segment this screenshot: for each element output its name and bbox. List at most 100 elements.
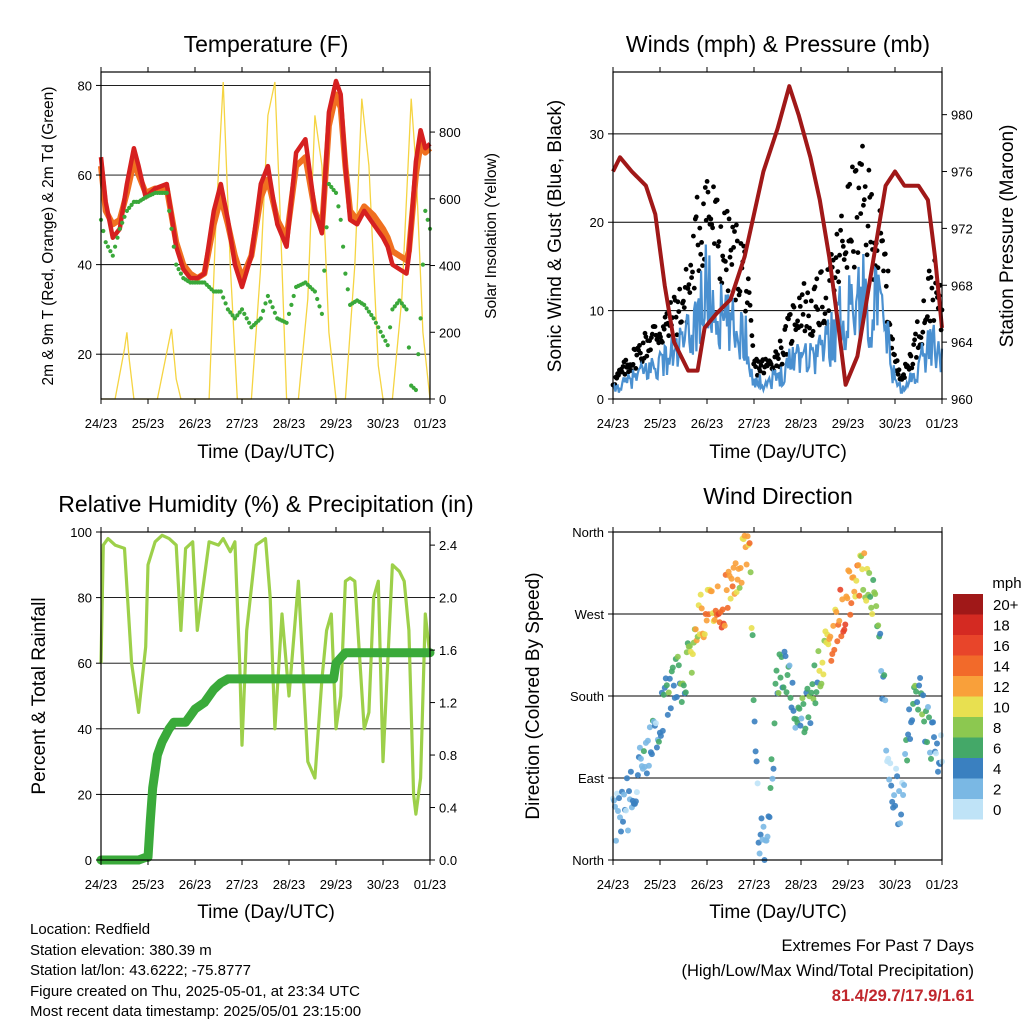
winds-y-tick-label: 0	[597, 392, 604, 407]
direction-point	[881, 672, 888, 679]
colorbar-swatch	[953, 676, 983, 697]
gust-point	[748, 318, 754, 323]
direction-point	[837, 586, 844, 593]
gust-point	[881, 268, 886, 274]
direction-point	[797, 722, 804, 729]
dewpoint-point	[392, 304, 397, 309]
gust-point	[750, 343, 756, 348]
dewpoint-point	[239, 307, 245, 312]
gust-point	[676, 309, 682, 314]
direction-point	[902, 751, 909, 757]
dewpoint-point	[343, 271, 348, 276]
gust-point	[637, 343, 642, 348]
gust-point	[718, 224, 724, 230]
humidity-y2-tick-label: 2.0	[439, 591, 457, 606]
gust-point	[918, 335, 924, 340]
direction-point	[736, 584, 743, 591]
dewpoint-point	[230, 313, 235, 318]
gust-point	[840, 244, 846, 249]
direction-point	[748, 625, 755, 631]
winds-x-tick-label: 01/23	[926, 416, 959, 431]
winds-ylabel-right: Station Pressure (Maroon)	[997, 125, 1018, 348]
direction-point	[727, 595, 734, 602]
colorbar-swatch	[953, 635, 983, 656]
colorbar-title: mph	[992, 575, 1021, 592]
direction-point	[719, 606, 726, 613]
direction-point	[888, 782, 895, 789]
humidity-y-tick-label: 100	[70, 525, 92, 540]
gust-point	[765, 363, 770, 369]
direction-point	[633, 789, 640, 796]
colorbar-label: 14	[993, 658, 1010, 675]
direction-point	[637, 755, 644, 762]
dewpoint-point	[418, 316, 423, 321]
gust-point	[775, 352, 780, 357]
dewpoint-point	[108, 249, 113, 254]
direction-point	[618, 828, 624, 835]
gust-point	[761, 370, 767, 376]
gust-point	[911, 342, 917, 347]
direction-point	[878, 668, 885, 674]
relative-humidity-line	[99, 533, 432, 816]
temperature-x-tick-label: 27/23	[226, 416, 259, 431]
direction-point	[935, 768, 941, 775]
dewpoint-point	[380, 334, 386, 339]
gust-point	[690, 269, 695, 275]
direction-point	[897, 820, 904, 827]
temperature-x-tick-label: 28/23	[273, 416, 306, 431]
extremes-subtitle: (High/Low/Max Wind/Total Precipitation)	[681, 962, 974, 980]
dewpoint-point	[242, 311, 247, 316]
gust-point	[853, 168, 859, 173]
gust-point	[883, 283, 889, 289]
direction-point	[924, 739, 930, 746]
dewpoint-point	[270, 305, 275, 310]
humidity-y-tick-label: 80	[78, 591, 92, 606]
solar-insolation-line	[101, 81, 431, 400]
gust-point	[843, 250, 849, 256]
gust-point	[910, 361, 916, 367]
gust-point	[803, 299, 809, 304]
gust-point	[913, 331, 918, 337]
direction-point	[885, 755, 892, 762]
gust-point	[837, 252, 842, 258]
gust-point	[927, 318, 933, 324]
gust-point	[869, 192, 874, 197]
gust-point	[858, 211, 864, 217]
direction-point	[938, 732, 944, 739]
dewpoint-point	[237, 310, 242, 315]
humidity-y2-tick-label: 2.4	[439, 538, 457, 553]
direction-point	[828, 657, 835, 664]
direction-point	[723, 587, 730, 594]
dewpoint-point	[261, 308, 266, 313]
dewpoint-point	[376, 325, 381, 330]
gust-point	[630, 362, 636, 367]
dewpoint-point	[338, 217, 343, 222]
dewpoint-point	[164, 190, 169, 195]
colorbar-swatch	[953, 737, 983, 758]
direction-point	[777, 674, 784, 681]
direction-point	[786, 662, 793, 669]
direction-point	[870, 577, 877, 583]
gust-point	[715, 243, 721, 249]
colorbar-swatch	[953, 778, 983, 799]
colorbar-swatch	[953, 799, 983, 820]
direction-point	[645, 762, 652, 769]
direction-point	[660, 691, 667, 698]
direction-point	[904, 757, 911, 764]
gust-point	[683, 266, 689, 272]
temperature-plot-frame	[100, 71, 431, 400]
direction-point	[825, 641, 832, 648]
direction-point	[863, 597, 870, 604]
gust-point	[838, 227, 843, 233]
direction-point	[848, 600, 855, 607]
gust-point	[806, 313, 811, 319]
direction-point	[724, 604, 731, 611]
direction-x-tick-label: 24/23	[597, 877, 630, 892]
gust-point	[725, 288, 731, 294]
gust-point	[926, 268, 932, 274]
gust-point	[648, 347, 653, 353]
winds-x-tick-label: 24/23	[597, 416, 630, 431]
dewpoint-point	[333, 190, 339, 195]
gust-point	[734, 222, 739, 228]
direction-point	[907, 736, 914, 742]
